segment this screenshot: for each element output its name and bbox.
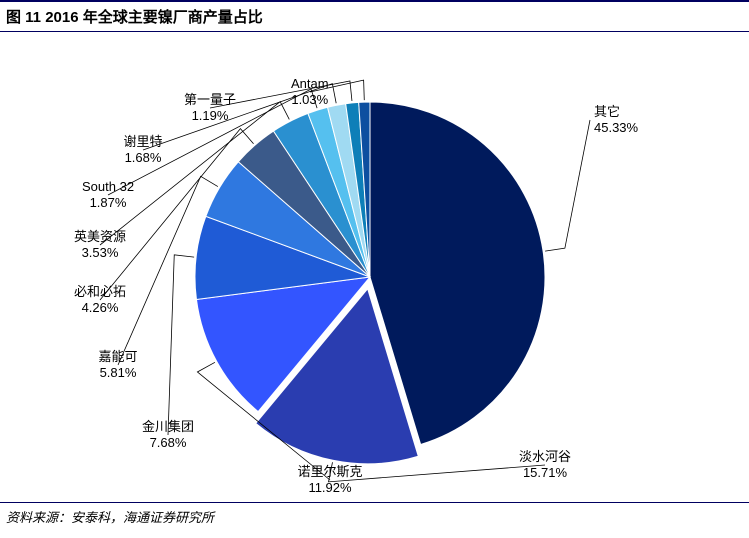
pie-slice-label: Antam1.03% xyxy=(291,76,329,109)
pie-slice-pct: 11.92% xyxy=(298,480,363,496)
pie-slice-name: 淡水河谷 xyxy=(519,449,571,465)
pie-slice-label: 其它45.33% xyxy=(594,104,638,137)
pie-slice-label: 英美资源3.53% xyxy=(74,229,126,262)
pie-slice-name: 金川集团 xyxy=(142,419,194,435)
pie-slice-name: 诺里尔斯克 xyxy=(298,464,363,480)
figure-title-bar: 图 11 2016 年全球主要镍厂商产量占比 xyxy=(0,0,749,32)
pie-slice-pct: 5.81% xyxy=(99,365,138,381)
pie-slice-name: South 32 xyxy=(82,179,134,195)
pie-slice-name: 嘉能可 xyxy=(99,349,138,365)
pie-slice-label: South 321.87% xyxy=(82,179,134,212)
pie-slice-name: 英美资源 xyxy=(74,229,126,245)
pie-slice-label: 谢里特1.68% xyxy=(124,134,163,167)
pie-slice-pct: 15.71% xyxy=(519,465,571,481)
pie-leader xyxy=(545,120,590,251)
pie-slice-name: 其它 xyxy=(594,104,638,120)
pie-slice-name: 必和必拓 xyxy=(74,284,126,300)
pie-slice-pct: 4.26% xyxy=(74,300,126,316)
figure-source: 资料来源：安泰科，海通证券研究所 xyxy=(6,510,214,525)
pie-slice-label: 淡水河谷15.71% xyxy=(519,449,571,482)
pie-slice-label: 金川集团7.68% xyxy=(142,419,194,452)
pie-slice-label: 第一量子1.19% xyxy=(184,92,236,125)
pie-slice-name: Antam xyxy=(291,76,329,92)
pie-slice-label: 必和必拓4.26% xyxy=(74,284,126,317)
pie-slice-label: 诺里尔斯克11.92% xyxy=(298,464,363,497)
pie-slice-name: 谢里特 xyxy=(124,134,163,150)
pie-leader xyxy=(168,255,194,435)
figure-title: 图 11 2016 年全球主要镍厂商产量占比 xyxy=(6,9,263,26)
figure-source-bar: 资料来源：安泰科，海通证券研究所 xyxy=(0,502,749,531)
pie-slice-pct: 1.87% xyxy=(82,195,134,211)
pie-slice-pct: 1.68% xyxy=(124,150,163,166)
pie-slice-label: 嘉能可5.81% xyxy=(99,349,138,382)
pie-slice-pct: 7.68% xyxy=(142,435,194,451)
pie-slice-pct: 45.33% xyxy=(594,120,638,136)
pie-svg xyxy=(0,32,749,502)
pie-chart: 其它45.33% 淡水河谷15.71% 诺里尔斯克11.92% 金川集团7.68% 嘉能… xyxy=(0,32,749,502)
pie-slice-pct: 1.03% xyxy=(291,92,329,108)
pie-slice-pct: 3.53% xyxy=(74,245,126,261)
pie-slice-name: 第一量子 xyxy=(184,92,236,108)
pie-slice-pct: 1.19% xyxy=(184,108,236,124)
